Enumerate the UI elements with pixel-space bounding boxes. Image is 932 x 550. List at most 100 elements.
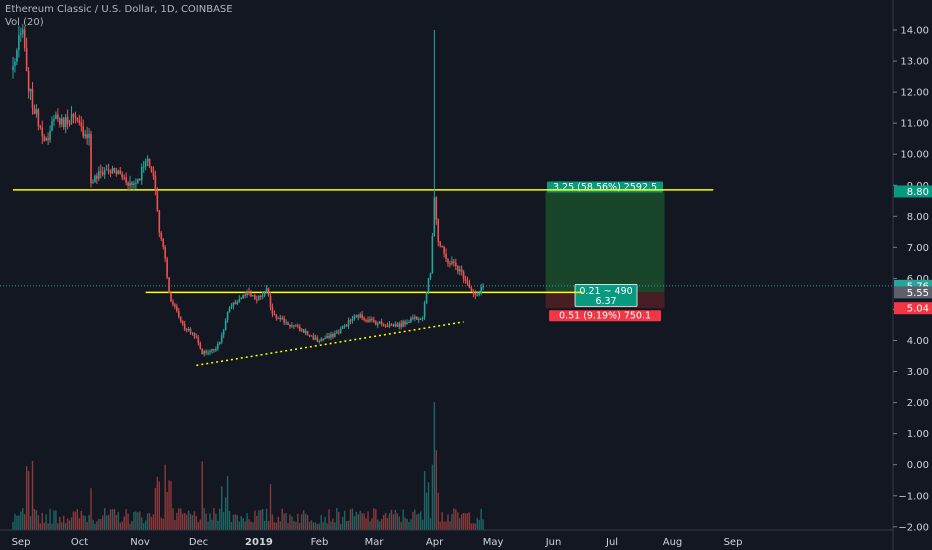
volume-bar — [25, 465, 28, 530]
support-trendline — [196, 321, 464, 367]
candle-body — [339, 328, 342, 333]
x-tick-label: Nov — [130, 537, 150, 548]
candle-body — [293, 325, 295, 327]
y-tick-label: −1.00 — [898, 491, 929, 502]
volume-bar — [168, 480, 170, 530]
volume-bar — [365, 518, 367, 530]
volume-bar — [172, 508, 174, 530]
candle-body — [419, 318, 422, 320]
candle-body — [363, 318, 365, 321]
volume-bar — [162, 518, 164, 530]
candle-body — [144, 161, 147, 167]
volume-bar — [324, 516, 326, 530]
volume-bar — [154, 488, 157, 530]
volume-bar — [314, 522, 317, 530]
candle-body — [41, 127, 44, 137]
candle-body — [371, 318, 373, 320]
x-tick-label: 2019 — [245, 537, 273, 548]
volume-bar — [273, 522, 276, 530]
volume-bar — [78, 518, 81, 530]
candle-body — [279, 317, 282, 320]
candle-body — [480, 287, 482, 294]
candle-body — [162, 239, 165, 248]
candle-body — [357, 315, 360, 318]
volume-bar — [174, 520, 176, 530]
candle-body — [189, 328, 192, 333]
volume-bar — [476, 517, 478, 530]
candle-body — [76, 117, 79, 121]
volume-bar — [63, 515, 65, 530]
y-tick-label: 10.00 — [900, 150, 929, 161]
volume-bar — [306, 514, 309, 530]
volume-bar — [299, 522, 301, 530]
volume-bar — [394, 509, 397, 530]
volume-bar — [281, 508, 283, 530]
candle-body — [234, 302, 237, 304]
volume-bar — [388, 513, 391, 530]
candle-body — [94, 175, 96, 183]
candle-body — [55, 114, 57, 120]
candle-body — [410, 317, 412, 323]
candle-body — [453, 261, 455, 263]
volume-bar — [293, 520, 295, 530]
candle-body — [257, 296, 260, 300]
candle-body — [351, 319, 354, 321]
candle-body — [25, 47, 28, 71]
volume-bar — [334, 522, 336, 530]
volume-bar — [433, 402, 436, 530]
volume-bar — [390, 509, 393, 530]
volume-bar — [24, 514, 26, 530]
candle-body — [203, 351, 205, 355]
candle-body — [92, 182, 94, 184]
candle-body — [353, 316, 356, 320]
time-axis-bg — [0, 530, 932, 550]
stop-label: 0.51 (9.19%) 750.1 — [559, 311, 651, 322]
candle-body — [209, 351, 211, 353]
volume-bar — [355, 511, 358, 530]
volume-bar — [369, 521, 371, 530]
volume-bar — [90, 488, 92, 530]
candle-body — [211, 349, 213, 352]
volume-bar — [49, 508, 51, 530]
volume-bar — [113, 509, 116, 530]
volume-bar — [437, 492, 439, 530]
volume-bar — [20, 511, 22, 530]
indicator-label: Vol (20) — [5, 17, 44, 28]
candle-body — [412, 317, 414, 319]
volume-bar — [84, 515, 86, 530]
price-badge — [894, 286, 932, 299]
volume-bar — [137, 512, 139, 530]
candle-body — [236, 301, 239, 304]
horizontal-levels[interactable] — [0, 189, 893, 367]
candle-body — [109, 171, 112, 174]
candle-body — [415, 316, 418, 320]
chart-title: Ethereum Classic / U.S. Dollar, 1D, COIN… — [5, 4, 233, 15]
volume-bar — [406, 518, 408, 530]
volume-bar — [470, 523, 473, 530]
candle-body — [29, 88, 32, 92]
price-badge-label: 5.55 — [907, 288, 929, 299]
volume-bar — [332, 518, 334, 530]
volume-bar — [343, 510, 346, 530]
volume-bar — [258, 510, 260, 530]
candle-body — [295, 325, 297, 327]
volume-bar — [195, 515, 198, 530]
volume-bar — [39, 523, 42, 530]
volume-bar — [45, 514, 47, 530]
candle-body — [137, 178, 139, 183]
volume-bar — [141, 517, 143, 530]
volume-bar — [447, 514, 449, 530]
volume-bar — [439, 521, 441, 530]
volume-bar — [441, 512, 443, 530]
ratio-label: 0.21 ~ 490 — [579, 286, 632, 297]
volume-bar — [199, 519, 201, 530]
candle-body — [117, 170, 120, 174]
volume-bar — [211, 519, 213, 530]
volume-bar — [221, 486, 223, 530]
candle-body — [197, 337, 200, 343]
volume-bar — [460, 514, 463, 530]
volume-bar — [468, 512, 471, 530]
volume-bar — [133, 511, 135, 530]
